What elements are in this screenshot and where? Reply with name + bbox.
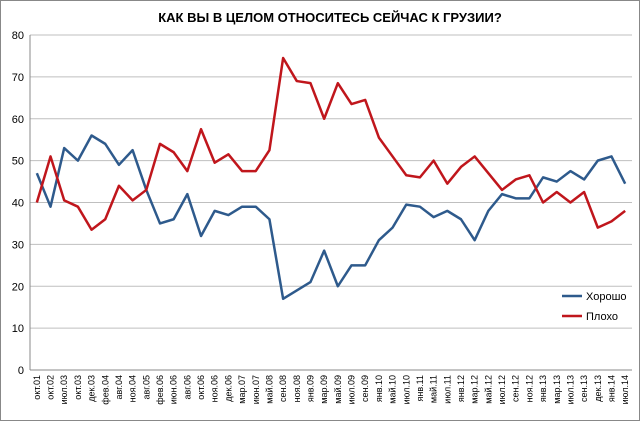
x-tick-label: июн.07	[251, 375, 261, 404]
y-tick-label: 40	[12, 198, 24, 210]
x-tick-label: май.11	[429, 375, 439, 403]
x-tick-label: мар.13	[552, 375, 562, 404]
line-series	[35, 134, 627, 301]
x-tick-label: июл.03	[59, 375, 69, 404]
x-tick-label: фев.06	[155, 375, 165, 405]
y-tick-label: 80	[12, 30, 24, 42]
y-tick-label: 50	[12, 156, 24, 168]
x-tick-label: июл.13	[565, 375, 575, 404]
x-tick-label: дек.06	[223, 375, 233, 402]
x-tick-label: авг.05	[141, 375, 151, 399]
y-tick-label: 10	[12, 323, 24, 335]
x-tick-label: янв.10	[374, 375, 384, 402]
x-tick-label: мар.12	[470, 375, 480, 404]
x-tick-label: окт.01	[32, 375, 42, 400]
x-tick-label: ноя.08	[292, 375, 302, 402]
x-tick-label: янв.14	[606, 375, 616, 402]
x-tick-label: июл.10	[401, 375, 411, 404]
x-tick-label: дек.03	[87, 375, 97, 402]
x-tick-label: фев.04	[100, 375, 110, 405]
x-tick-label: июл.12	[497, 375, 507, 404]
x-tick-label: май.08	[264, 375, 274, 404]
x-tick-label: янв.09	[305, 375, 315, 402]
x-tick-label: май.09	[333, 375, 343, 404]
y-tick-label: 0	[18, 365, 24, 377]
y-tick-label: 30	[12, 239, 24, 251]
x-tick-label: дек.13	[593, 375, 603, 402]
chart-title: КАК ВЫ В ЦЕЛОМ ОТНОСИТЕСЬ СЕЙЧАС К ГРУЗИ…	[158, 10, 502, 25]
y-tick-label: 70	[12, 72, 24, 84]
x-tick-label: окт.06	[196, 375, 206, 400]
legend-label: Плохо	[586, 311, 618, 323]
x-tick-label: ноя.12	[524, 375, 534, 402]
x-tick-label: сен.12	[511, 375, 521, 402]
x-tick-label: май.12	[483, 375, 493, 404]
x-tick-label: янв.13	[538, 375, 548, 402]
x-tick-label: янв.12	[456, 375, 466, 402]
x-tick-label: сен.09	[360, 375, 370, 402]
line-series	[35, 56, 626, 231]
x-tick-label: май.10	[388, 375, 398, 404]
y-tick-label: 60	[12, 114, 24, 126]
legend-label: Хорошо	[586, 291, 627, 303]
x-tick-label: окт.02	[46, 375, 56, 400]
x-tick-label: сен.13	[579, 375, 589, 402]
x-tick-label: ноя.06	[210, 375, 220, 402]
x-tick-label: авг.04	[114, 375, 124, 399]
x-tick-label: июл.11	[442, 375, 452, 404]
x-tick-label: сен.08	[278, 375, 288, 402]
x-tick-label: июн.06	[169, 375, 179, 404]
x-tick-label: мар.07	[237, 375, 247, 404]
x-tick-label: янв.11	[415, 375, 425, 401]
x-tick-label: июл.09	[347, 375, 357, 404]
x-tick-label: июл.14	[620, 375, 630, 404]
x-tick-label: ноя.04	[128, 375, 138, 402]
x-tick-label: окт.03	[73, 375, 83, 400]
y-tick-label: 20	[12, 281, 24, 293]
x-tick-label: мар.09	[319, 375, 329, 404]
x-tick-label: авг.06	[182, 375, 192, 399]
